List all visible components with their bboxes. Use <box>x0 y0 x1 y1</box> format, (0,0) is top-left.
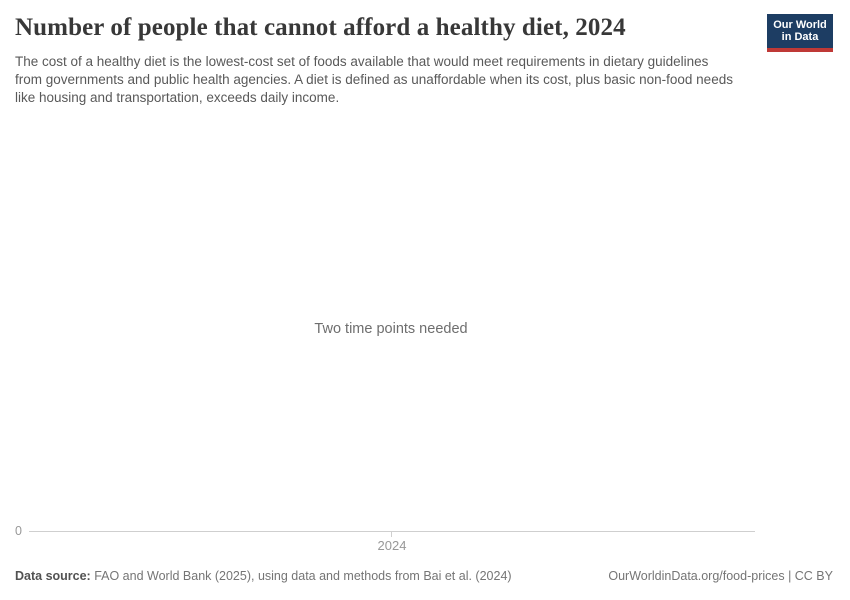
attribution-link[interactable]: OurWorldinData.org/food-prices | CC BY <box>608 569 833 583</box>
data-source-text: FAO and World Bank (2025), using data an… <box>90 569 512 583</box>
chart-subtitle: The cost of a healthy diet is the lowest… <box>15 54 733 105</box>
data-source-label: Data source: <box>15 569 91 583</box>
y-axis-zero-label: 0 <box>15 524 22 538</box>
data-source: Data source: FAO and World Bank (2025), … <box>15 569 512 583</box>
plot-area: Two time points needed 0 2024 <box>0 110 850 553</box>
x-axis-tick <box>391 532 392 537</box>
x-axis-line <box>29 531 755 537</box>
owid-logo: Our World in Data <box>767 14 833 52</box>
owid-logo-line2: in Data <box>781 31 819 43</box>
owid-logo-line1: Our World <box>773 18 827 31</box>
empty-state-message: Two time points needed <box>314 321 468 337</box>
x-axis-tick-label: 2024 <box>377 538 407 553</box>
chart-footer: Data source: FAO and World Bank (2025), … <box>15 569 833 583</box>
chart-title: Number of people that cannot afford a he… <box>15 14 626 41</box>
